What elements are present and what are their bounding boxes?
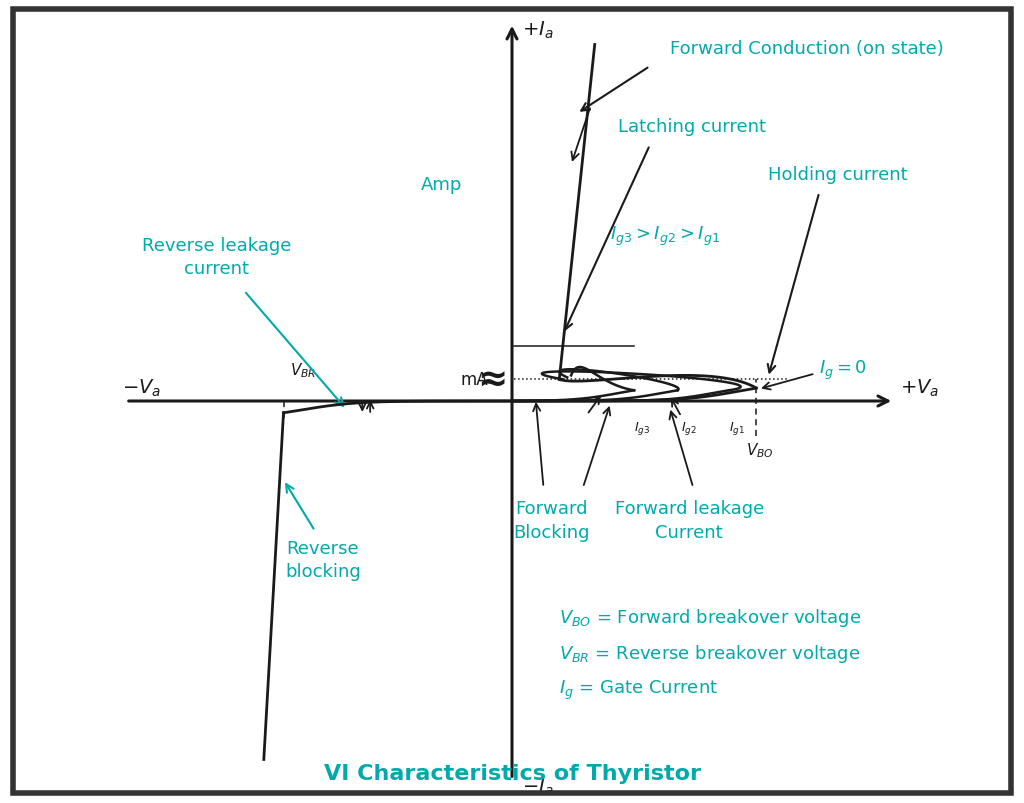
Text: mA: mA [461, 371, 488, 389]
Text: $V_{BO}$: $V_{BO}$ [746, 441, 774, 459]
Text: Latching current: Latching current [618, 118, 766, 137]
Text: Forward leakage
Current: Forward leakage Current [614, 499, 764, 541]
Text: Forward
Blocking: Forward Blocking [513, 499, 590, 541]
Text: Reverse leakage
current: Reverse leakage current [142, 236, 291, 278]
Text: $I_{g2}$: $I_{g2}$ [681, 419, 697, 436]
Text: $+I_a$: $+I_a$ [522, 20, 553, 41]
Text: $-V_a$: $-V_a$ [122, 377, 161, 398]
Text: $I_{g1}$: $I_{g1}$ [728, 419, 744, 436]
Text: $I_{g3}$$>$$I_{g2}$$>$$I_{g1}$: $I_{g3}$$>$$I_{g2}$$>$$I_{g1}$ [610, 224, 721, 247]
Text: $V_{BO}$ = Forward breakover voltage
$V_{BR}$ = Reverse breakover voltage
$I_g$ : $V_{BO}$ = Forward breakover voltage $V_… [559, 606, 862, 701]
Text: $V_{BR}$: $V_{BR}$ [290, 361, 316, 380]
Text: $I_g = 0$: $I_g = 0$ [819, 358, 867, 381]
Text: Amp: Amp [421, 176, 462, 194]
Text: $+V_a$: $+V_a$ [900, 377, 939, 398]
Text: $-I_a$: $-I_a$ [522, 776, 553, 797]
Text: VI Characteristics of Thyristor: VI Characteristics of Thyristor [324, 763, 700, 783]
Text: Reverse
blocking: Reverse blocking [285, 540, 360, 581]
Text: Holding current: Holding current [768, 165, 907, 183]
Text: Forward Conduction (on state): Forward Conduction (on state) [670, 39, 943, 58]
Text: $I_{g3}$: $I_{g3}$ [634, 419, 650, 436]
Text: ≈: ≈ [477, 363, 508, 397]
